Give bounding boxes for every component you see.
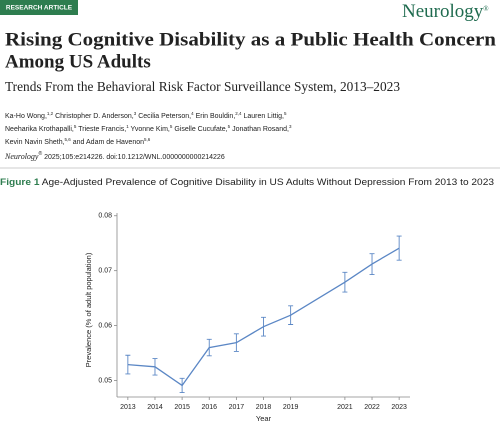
author-name: Giselle Cucufate, — [174, 126, 227, 133]
caption-text: Age-Adjusted Prevalence of Cognitive Dis… — [39, 177, 494, 188]
subtitle: Trends From the Behavioral Risk Factor S… — [5, 79, 400, 94]
error-bar — [206, 338, 212, 357]
x-tick-label: 2018 — [256, 404, 272, 411]
x-tick-label: 2019 — [283, 404, 299, 411]
author-name: Lauren Littig, — [244, 113, 285, 120]
author-affiliation: 1 — [126, 124, 129, 129]
author-conjunction: and — [73, 139, 85, 146]
author-name: Adam de Havenon — [86, 139, 144, 146]
citation: Neurology® 2025;105:e214226. doi:10.1212… — [4, 150, 225, 161]
error-bar — [261, 316, 266, 337]
authors: Ka-Ho Wong,1,2 Christopher D. Anderson,3… — [5, 111, 292, 146]
x-tick-label: 2013 — [120, 404, 136, 411]
author-affiliation: 5,6 — [65, 137, 72, 142]
error-bar — [125, 354, 131, 375]
x-tick-label: 2014 — [147, 404, 163, 411]
author-affiliation: 5 — [284, 111, 287, 116]
error-bar — [179, 377, 185, 394]
citation-text: 2025;105:e214226. doi:10.1212/WNL.000000… — [42, 154, 225, 161]
author-line: Neeharika Krothapalli,5 Trieste Francis,… — [5, 124, 292, 133]
author-affiliation: 1,2 — [47, 111, 54, 116]
author-affiliation: 4 — [191, 111, 194, 116]
author-line: Ka-Ho Wong,1,2 Christopher D. Anderson,3… — [5, 111, 287, 120]
x-tick-label: 2017 — [229, 404, 245, 411]
y-tick-label: 0.05 — [98, 377, 112, 384]
author-affiliation: 5,6 — [144, 137, 151, 142]
citation-mark: ® — [38, 150, 42, 157]
figure-label: Figure 1 — [0, 177, 40, 188]
author-name: Jonathan Rosand, — [232, 126, 289, 133]
author-affiliation: 5 — [170, 124, 173, 129]
chart: 0.05 0.06 0.07 0.08 2013 2014 2015 2016 2017 2018… — [84, 213, 410, 423]
error-bar — [369, 253, 375, 275]
x-tick-label: 2016 — [201, 404, 217, 411]
y-tick-label: 0.08 — [98, 213, 112, 220]
y-axis-label: Prevalence (% of adult population) — [84, 252, 93, 367]
x-tick-label: 2015 — [174, 404, 190, 411]
logo-mark: ® — [483, 5, 489, 13]
author-name: Kevin Navin Sheth, — [5, 139, 65, 146]
x-tick-label: 2022 — [364, 404, 380, 411]
author-name: Christopher D. Anderson, — [55, 113, 134, 120]
figure-caption: Figure 1 Age-Adjusted Prevalence of Cogn… — [0, 177, 494, 188]
author-affiliation: 5 — [228, 124, 231, 129]
author-name: Cecilia Peterson, — [138, 113, 191, 120]
author-name: Erin Bouldin, — [196, 113, 236, 120]
error-bar — [152, 358, 158, 376]
author-affiliation: 3 — [289, 124, 292, 129]
x-axis-label: Year — [256, 414, 272, 423]
author-line: Kevin Navin Sheth,5,6 and Adam de Haveno… — [5, 137, 151, 146]
title-line: Among US Adults — [5, 51, 151, 72]
badge-text: RESEARCH ARTICLE — [6, 5, 73, 12]
journal-logo: Neurology® — [402, 1, 489, 22]
title-line: Rising Cognitive Disability as a Public … — [5, 29, 496, 50]
author-affiliation: 5 — [74, 124, 77, 129]
y-tick-label: 0.06 — [98, 322, 112, 329]
author-name: Yvonne Kim, — [131, 126, 170, 133]
author-name: Trieste Francis, — [78, 126, 126, 133]
author-affiliation: 2,4 — [235, 111, 242, 116]
citation-journal: Neurology — [4, 152, 39, 161]
error-bar — [233, 333, 239, 352]
error-bar — [342, 271, 348, 293]
error-bar — [288, 305, 294, 325]
error-bar — [396, 235, 402, 261]
badge — [0, 0, 78, 15]
series-line — [127, 247, 400, 387]
author-name: Neeharika Krothapalli, — [5, 126, 74, 133]
logo-text: Neurology — [402, 1, 484, 22]
x-tick-label: 2021 — [337, 404, 353, 411]
author-name: Ka-Ho Wong, — [5, 113, 47, 120]
author-affiliation: 3 — [134, 111, 137, 116]
x-tick-label: 2023 — [391, 404, 407, 411]
y-tick-label: 0.07 — [98, 268, 112, 275]
